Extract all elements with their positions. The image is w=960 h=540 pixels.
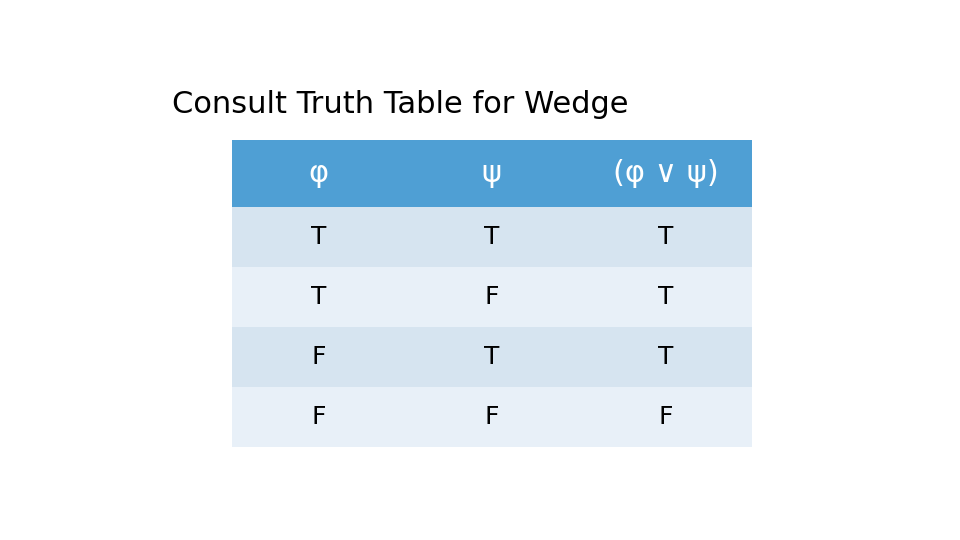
Bar xyxy=(405,387,579,447)
Text: ψ: ψ xyxy=(482,159,502,188)
Text: T: T xyxy=(311,225,326,249)
Text: F: F xyxy=(485,285,499,309)
Bar xyxy=(579,327,753,387)
Text: φ: φ xyxy=(308,159,328,188)
Text: T: T xyxy=(484,225,499,249)
Text: T: T xyxy=(658,285,673,309)
Bar xyxy=(231,327,405,387)
Bar xyxy=(579,140,753,207)
Text: (φ ∨ ψ): (φ ∨ ψ) xyxy=(612,159,718,188)
Text: Consult Truth Table for Wedge: Consult Truth Table for Wedge xyxy=(172,90,629,119)
Bar xyxy=(405,327,579,387)
Text: F: F xyxy=(311,406,325,429)
Text: T: T xyxy=(658,225,673,249)
Text: T: T xyxy=(311,285,326,309)
Bar xyxy=(579,267,753,327)
Bar xyxy=(231,140,405,207)
Bar xyxy=(231,387,405,447)
Text: F: F xyxy=(311,346,325,369)
Text: T: T xyxy=(658,346,673,369)
Text: T: T xyxy=(484,346,499,369)
Text: F: F xyxy=(485,406,499,429)
Bar xyxy=(579,207,753,267)
Bar xyxy=(579,387,753,447)
Bar xyxy=(405,207,579,267)
Bar xyxy=(405,140,579,207)
Bar xyxy=(231,267,405,327)
Text: F: F xyxy=(659,406,673,429)
Bar xyxy=(405,267,579,327)
Bar xyxy=(231,207,405,267)
